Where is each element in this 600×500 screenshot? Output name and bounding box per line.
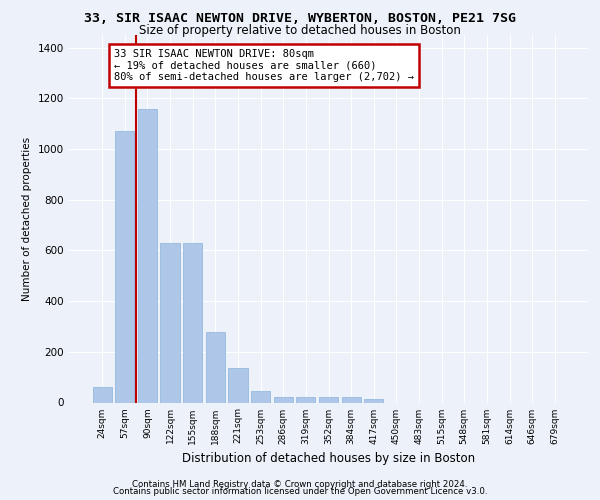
Bar [251, 391, 270, 402]
Bar [296, 398, 316, 402]
Bar [274, 398, 293, 402]
Bar [229, 368, 248, 402]
Text: Contains public sector information licensed under the Open Government Licence v3: Contains public sector information licen… [113, 488, 487, 496]
Text: 33 SIR ISAAC NEWTON DRIVE: 80sqm
← 19% of detached houses are smaller (660)
80% : 33 SIR ISAAC NEWTON DRIVE: 80sqm ← 19% o… [114, 49, 414, 82]
X-axis label: Distribution of detached houses by size in Boston: Distribution of detached houses by size … [182, 452, 475, 465]
Text: Size of property relative to detached houses in Boston: Size of property relative to detached ho… [139, 24, 461, 37]
Bar [115, 132, 134, 402]
Bar [92, 387, 112, 402]
Bar [138, 108, 157, 403]
Text: 33, SIR ISAAC NEWTON DRIVE, WYBERTON, BOSTON, PE21 7SG: 33, SIR ISAAC NEWTON DRIVE, WYBERTON, BO… [84, 12, 516, 26]
Bar [364, 400, 383, 402]
Bar [160, 243, 180, 402]
Bar [341, 397, 361, 402]
Bar [183, 243, 202, 402]
Bar [319, 398, 338, 402]
Bar [206, 332, 225, 402]
Y-axis label: Number of detached properties: Number of detached properties [22, 136, 32, 301]
Text: Contains HM Land Registry data © Crown copyright and database right 2024.: Contains HM Land Registry data © Crown c… [132, 480, 468, 489]
